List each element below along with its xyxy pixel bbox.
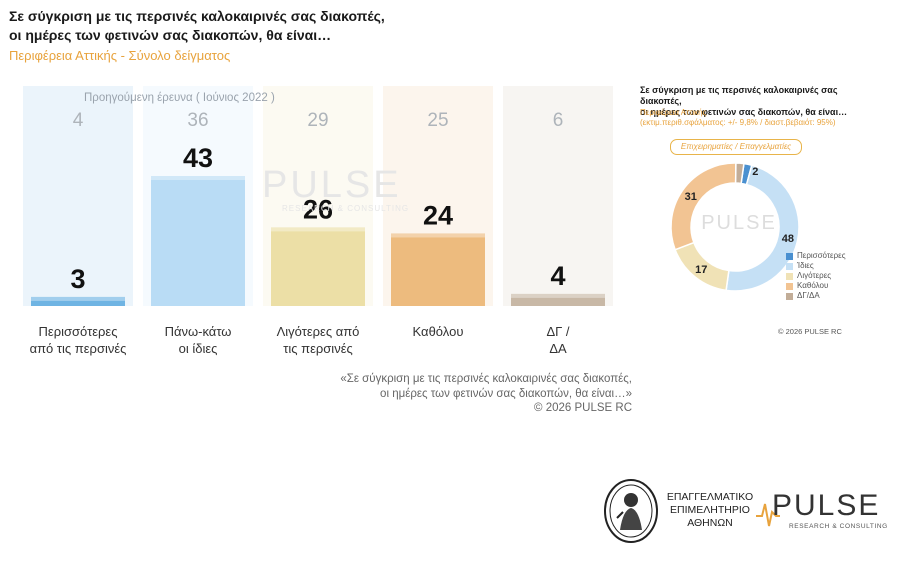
category-label-4: ΔΓ / ΔΑ [546,324,570,356]
legend-label-4: ΔΓ/ΔΑ [797,291,820,300]
legend-item-2: Λιγότερες [786,271,846,281]
legend-label-0: Περισσότερες [797,251,846,260]
previous-value-4: 6 [553,110,564,131]
category-label-2: Λιγότερες από τις περσινές [276,324,360,356]
donut-value-3: 31 [685,191,697,203]
legend-item-1: Ίδιες [786,261,846,271]
donut-watermark: PULSE [701,212,777,234]
previous-value-0: 4 [73,110,84,131]
bar-highlight-4 [511,293,605,298]
chart-subtitle: Περιφέρεια Αττικής - Σύνολο δείγματος [9,48,231,63]
chamber-seal-logo [604,479,658,543]
bar-highlight-3 [391,233,485,238]
watermark-word: PULSE [262,164,402,206]
pulse-logo-sub: RESEARCH & CONSULTING [789,523,888,530]
legend-item-3: Καθόλου [786,281,846,291]
donut-value-4: 2 [752,166,758,178]
category-label-3: Καθόλου [412,324,464,339]
legend-swatch-0 [786,252,793,260]
value-label-0: 3 [70,264,85,294]
legend-label-3: Καθόλου [797,281,829,290]
legend-swatch-3 [786,282,793,290]
legend-item-0: Περισσότερες [786,251,846,261]
column-bg-0 [23,86,133,306]
value-label-3: 24 [423,200,453,230]
legend-label-2: Λιγότερες [797,271,832,280]
bar-3 [391,233,485,306]
donut-slice-4 [734,162,745,185]
previous-survey-label: Προηγούμενη έρευνα ( Ιούνιος 2022 ) [84,92,275,104]
value-label-1: 43 [183,143,213,173]
copyright-main: © 2026 PULSE RC [534,402,632,414]
legend-item-4: ΔΓ/ΔΑ [786,291,846,301]
pulse-heartbeat-icon [756,503,780,527]
legend-label-1: Ίδιες [797,261,814,270]
donut-value-2: 17 [695,264,707,276]
value-label-4: 4 [550,261,565,291]
mini-chart-title: Σε σύγκριση με τις περσινές καλοκαιρινές… [640,85,848,117]
previous-value-3: 25 [427,110,448,131]
bar-4 [511,293,605,306]
category-label-0: Περισσότερες από τις περσινές [29,324,127,356]
bar-2 [271,227,365,306]
chamber-name: ΕΠΑΓΓΕΛΜΑΤΙΚΟ ΕΠΙΜΕΛΗΤΗΡΙΟ ΑΘΗΝΩΝ [666,491,754,529]
pulse-logo-word: PULSE [772,489,881,522]
segment-tag: Επιχειρηματίες / Επαγγελματίες [670,139,802,155]
bar-1 [151,176,245,306]
previous-value-1: 36 [187,110,208,131]
bar-0 [31,296,125,306]
legend-swatch-1 [786,262,793,270]
donut-chart: 24817312PULSE [670,162,800,292]
donut-slice-3 [670,162,737,251]
watermark-sub: RESEARCH & CONSULTING [282,204,410,213]
legend-swatch-4 [786,292,793,300]
bar-highlight-1 [151,176,245,180]
bar-highlight-2 [271,227,365,232]
copyright-mini: © 2026 PULSE RC [778,327,842,336]
question-quote: «Σε σύγκριση με τις περσινές καλοκαιρινέ… [340,373,632,400]
bar-highlight-0 [31,296,125,301]
donut-legend: Περισσότερες Ίδιες Λιγότερες Καθόλου ΔΓ/ΔΑ [786,251,846,301]
previous-value-2: 29 [307,110,328,131]
chart-title: Σε σύγκριση με τις περσινές καλοκαιρινές… [9,8,385,43]
category-label-1: Πάνω-κάτω οι ίδιες [164,324,232,356]
donut-value-1: 48 [782,233,794,245]
pulse-watermark: PULSE RESEARCH & CONSULTING [262,166,409,213]
value-label-2: 26 [303,194,333,224]
column-bg-4 [503,86,613,306]
mini-chart-subtitle: Περιφέρεια Αττικής (εκτιμ.περιθ.σφάλματο… [640,108,836,127]
legend-swatch-2 [786,272,793,280]
